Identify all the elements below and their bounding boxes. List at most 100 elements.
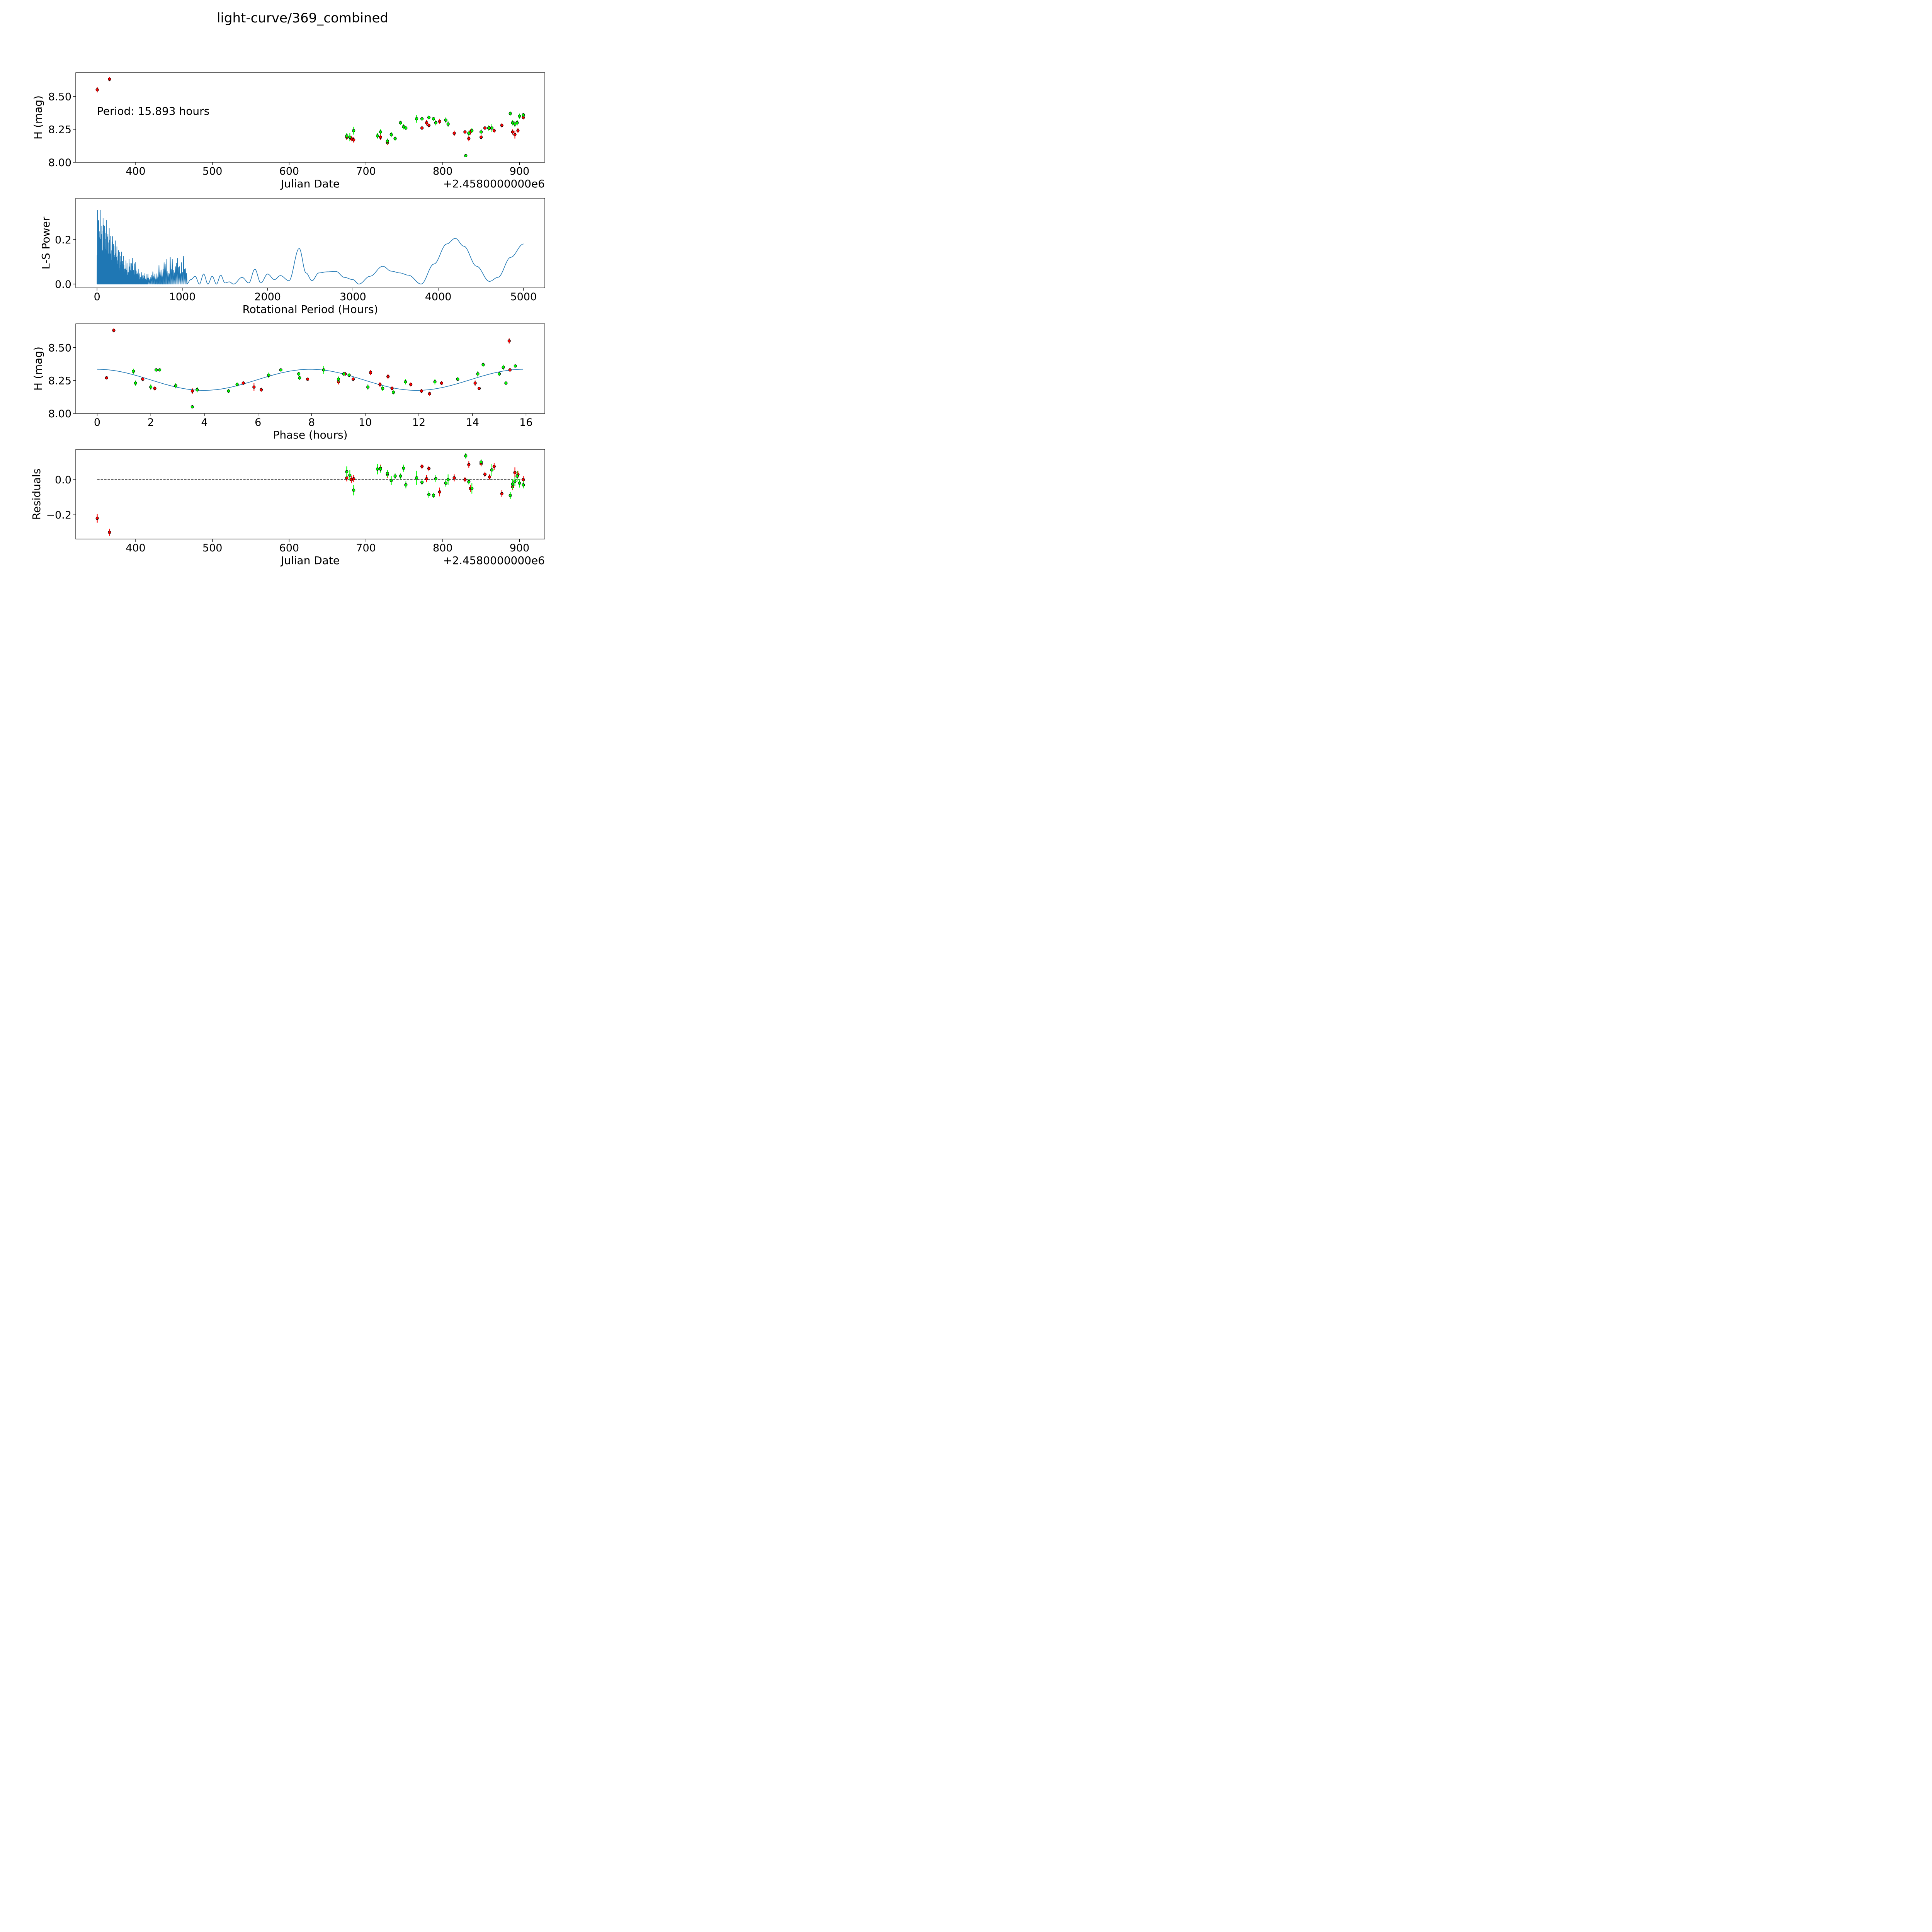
lightcurve-point-red [511, 130, 514, 134]
residuals-point-red [500, 492, 503, 495]
residuals-point-red [352, 477, 355, 481]
periodogram-xtick-label: 1000 [169, 291, 196, 303]
lightcurve-point-green [513, 122, 517, 126]
phased-point-red [378, 383, 382, 386]
phased-point-red [477, 387, 481, 390]
phased-xtick-label: 4 [201, 417, 207, 429]
residuals-point-green [393, 474, 397, 478]
phased-point-red [507, 339, 511, 343]
residuals-point-green [464, 454, 468, 457]
phased-ytick-label: 8.25 [48, 375, 71, 387]
phased-xtick-label: 14 [466, 417, 479, 429]
residuals-xtick-label: 700 [356, 542, 376, 554]
lightcurve-point-green [522, 113, 525, 117]
phased-point-red [409, 383, 413, 386]
phased-point-green [190, 405, 194, 409]
periodogram-xtick-label: 4000 [425, 291, 452, 303]
periodogram-line [97, 209, 524, 284]
phased-panel: Phase (hours) H (mag) 0 2 4 6 8 10 12 14 16 8.00 8… [32, 323, 545, 441]
lightcurve-point-green [470, 129, 474, 133]
phased-frame [75, 323, 545, 414]
residuals-xtick-label: 400 [126, 542, 146, 554]
residuals-point-red [420, 465, 424, 468]
periodogram-xtick-label: 3000 [340, 291, 366, 303]
phased-point-red [306, 378, 310, 381]
residuals-point-red [492, 465, 496, 468]
phased-point-green [235, 383, 239, 386]
lightcurve-point-green [432, 117, 435, 121]
lightcurve-xtick-label: 800 [433, 165, 453, 177]
phased-point-red [390, 387, 394, 390]
phased-point-red [242, 381, 245, 385]
periodogram-xtick-label: 0 [94, 291, 100, 303]
residuals-point-red [425, 477, 429, 481]
lightcurve-point-red [352, 138, 355, 142]
lightcurve-point-green [420, 117, 424, 121]
phased-point-green [497, 372, 501, 376]
residuals-point-green [479, 460, 483, 464]
phased-point-green [132, 369, 135, 373]
residuals-point-green [389, 479, 393, 482]
residuals-point-red [463, 478, 467, 481]
lightcurve-point-green [511, 121, 514, 124]
lightcurve-point-red [467, 137, 471, 140]
phased-point-green [381, 387, 384, 390]
phased-point-green [149, 385, 153, 389]
lightcurve-xtick-label: 400 [126, 165, 146, 177]
lightcurve-point-green [393, 137, 397, 140]
phased-point-green [481, 363, 485, 366]
phased-ytick-label: 8.50 [48, 342, 71, 354]
phased-point-green [174, 384, 177, 388]
lightcurve-offset-label: +2.4580000000e6 [443, 177, 545, 190]
residuals-point-red [513, 471, 517, 474]
residuals-point-green [522, 483, 525, 486]
residuals-xtick-label: 900 [510, 542, 530, 554]
residuals-point-red [483, 473, 487, 476]
lightcurve-xtick-label: 700 [356, 165, 376, 177]
phased-point-red [105, 376, 108, 379]
residuals-point-red [108, 531, 111, 534]
lightcurve-point-red [463, 130, 467, 134]
residuals-point-red [522, 478, 525, 481]
lightcurve-ylabel: H (mag) [32, 95, 44, 139]
phased-point-red [141, 378, 145, 381]
lightcurve-point-green [345, 134, 349, 138]
phased-point-red [112, 328, 116, 332]
lightcurve-point-green [515, 121, 519, 124]
phased-point-green [433, 380, 437, 384]
lightcurve-point-red [500, 124, 503, 127]
phased-point-green [297, 372, 301, 376]
residuals-point-green [415, 476, 418, 480]
residuals-offset-label: +2.4580000000e6 [443, 554, 545, 567]
residuals-ytick-label: 0.0 [55, 474, 71, 486]
lightcurve-frame [75, 72, 545, 163]
phased-point-red [508, 368, 512, 372]
residuals-frame [75, 449, 545, 539]
phased-point-green [404, 380, 407, 384]
phased-ylabel: H (mag) [32, 347, 44, 391]
residuals-point-green [446, 478, 450, 481]
lightcurve-point-green [389, 133, 393, 136]
phased-xtick-label: 0 [94, 417, 100, 429]
residuals-point-green [404, 483, 408, 486]
phased-xlabel: Phase (hours) [273, 429, 347, 441]
period-annotation: Period: 15.893 hours [97, 105, 209, 117]
lightcurve-point-red [108, 77, 111, 81]
lightcurve-point-green [386, 139, 389, 143]
phased-xtick-label: 12 [412, 417, 425, 429]
phased-point-red [153, 387, 156, 390]
figure: light-curve/369_combined Julian Date H (… [0, 0, 599, 599]
residuals-point-green [399, 474, 402, 478]
residuals-ytick-label: −0.2 [46, 509, 71, 521]
residuals-xtick-label: 600 [279, 542, 299, 554]
residuals-point-green [470, 486, 474, 490]
residuals-point-green [420, 480, 424, 484]
phased-point-green [456, 378, 459, 381]
periodogram-xlabel: Rotational Period (Hours) [242, 303, 378, 316]
phased-point-green [514, 364, 517, 368]
residuals-point-green [386, 472, 389, 475]
residuals-xtick-label: 800 [433, 542, 453, 554]
phased-point-green [322, 368, 325, 372]
phased-point-red [473, 381, 477, 385]
phased-point-red [259, 388, 263, 391]
